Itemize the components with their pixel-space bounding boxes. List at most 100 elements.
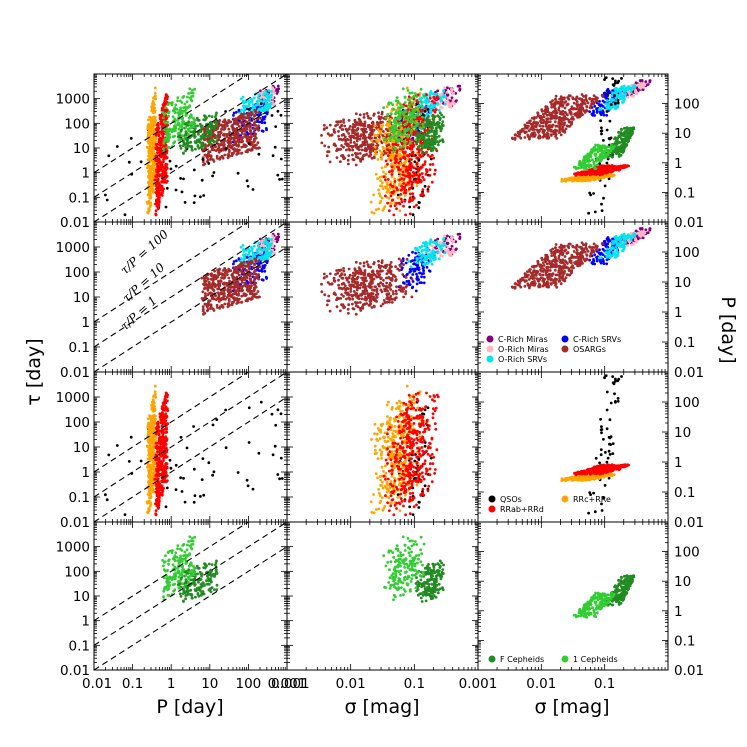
point-p-sigma (597, 108, 601, 111)
point-tau-p (207, 129, 211, 133)
point-tau-p (190, 148, 194, 152)
point-tau-p (254, 146, 258, 150)
point-tau-p (248, 126, 252, 129)
point-tau-sigma (456, 84, 460, 88)
point-tau-p (208, 154, 212, 158)
point-tau-p (262, 117, 266, 121)
point-tau-p (154, 115, 157, 119)
point-tau-p (157, 191, 161, 194)
point-tau-p (226, 144, 230, 148)
point-tau-p (184, 132, 188, 136)
point-tau-sigma (378, 192, 381, 196)
point-tau-sigma (333, 142, 336, 146)
point-tau-sigma (372, 114, 376, 117)
point-tau-sigma (362, 116, 366, 119)
point-tau-p (267, 95, 271, 99)
point-p-sigma (535, 116, 538, 119)
point-tau-p (209, 120, 213, 124)
point-p-sigma (582, 94, 585, 98)
point-p-sigma (627, 91, 631, 95)
point-tau-sigma (337, 134, 340, 138)
point-tau-sigma (421, 175, 425, 179)
point-tau-p (201, 160, 205, 164)
point-tau-p (166, 140, 170, 144)
point-tau-p (246, 148, 249, 152)
point-tau-sigma (377, 111, 380, 115)
point-tau-p (213, 140, 216, 144)
point-tau-p (203, 118, 207, 122)
point-tau-sigma (340, 128, 344, 131)
point-tau-sigma (434, 168, 437, 172)
point-p-sigma (620, 85, 624, 89)
point-tau-p (193, 194, 197, 198)
point-tau-p (237, 108, 241, 112)
point-tau-p (151, 128, 154, 132)
point-tau-sigma (412, 154, 416, 158)
point-tau-sigma (374, 208, 378, 212)
point-tau-p (245, 179, 249, 183)
point-tau-sigma (356, 134, 360, 138)
point-tau-p (192, 130, 196, 134)
point-p-sigma (545, 105, 549, 109)
point-tau-sigma (325, 154, 329, 158)
point-p-sigma (628, 87, 631, 91)
point-tau-sigma (399, 125, 402, 128)
point-tau-sigma (348, 125, 352, 128)
point-tau-p (158, 150, 162, 154)
point-tau-p (205, 131, 208, 135)
point-tau-sigma (418, 134, 422, 138)
point-p-sigma (537, 131, 540, 134)
point-p-sigma (592, 174, 595, 178)
point-tau-sigma (415, 95, 419, 98)
point-tau-p (127, 160, 131, 164)
point-tau-sigma (362, 127, 366, 131)
point-p-sigma (555, 129, 559, 133)
point-tau-p (147, 175, 151, 179)
point-tau-sigma (413, 130, 417, 134)
point-tau-sigma (442, 90, 445, 93)
point-tau-p (153, 95, 156, 99)
point-tau-p (194, 141, 198, 145)
point-tau-sigma (387, 188, 390, 192)
point-tau-p (159, 122, 163, 126)
point-p-sigma (614, 81, 617, 85)
point-tau-sigma (421, 143, 425, 146)
point-tau-p (149, 120, 153, 123)
point-tau-p (254, 143, 258, 147)
point-tau-p (161, 110, 165, 114)
point-tau-p (147, 123, 150, 127)
point-tau-p (173, 118, 177, 122)
point-tau-p (123, 213, 127, 217)
point-p-sigma (641, 88, 645, 91)
point-tau-sigma (335, 149, 338, 153)
point-tau-sigma (389, 204, 393, 208)
point-tau-p (205, 116, 208, 119)
point-tau-sigma (450, 96, 454, 100)
point-tau-p (154, 213, 158, 217)
point-tau-sigma (336, 123, 340, 126)
point-p-sigma (589, 193, 592, 197)
point-tau-p (199, 130, 203, 133)
point-tau-p (251, 188, 255, 191)
point-tau-sigma (431, 163, 435, 166)
point-tau-sigma (429, 120, 433, 124)
point-tau-sigma (409, 196, 412, 200)
point-tau-sigma (362, 113, 366, 116)
point-tau-p (169, 167, 173, 171)
point-tau-sigma (385, 123, 389, 127)
point-tau-p (258, 146, 261, 150)
point-tau-p (235, 122, 238, 126)
point-tau-sigma (363, 140, 367, 144)
point-tau-p (188, 87, 192, 91)
point-tau-sigma (411, 116, 414, 120)
point-tau-p (115, 145, 119, 148)
point-tau-sigma (431, 99, 434, 103)
point-p-sigma (536, 112, 540, 115)
point-tau-sigma (422, 136, 426, 140)
point-tau-sigma (378, 201, 382, 205)
point-tau-p (208, 125, 211, 129)
point-tau-p (249, 132, 253, 136)
point-p-sigma (569, 178, 572, 181)
point-tau-sigma (360, 144, 364, 148)
